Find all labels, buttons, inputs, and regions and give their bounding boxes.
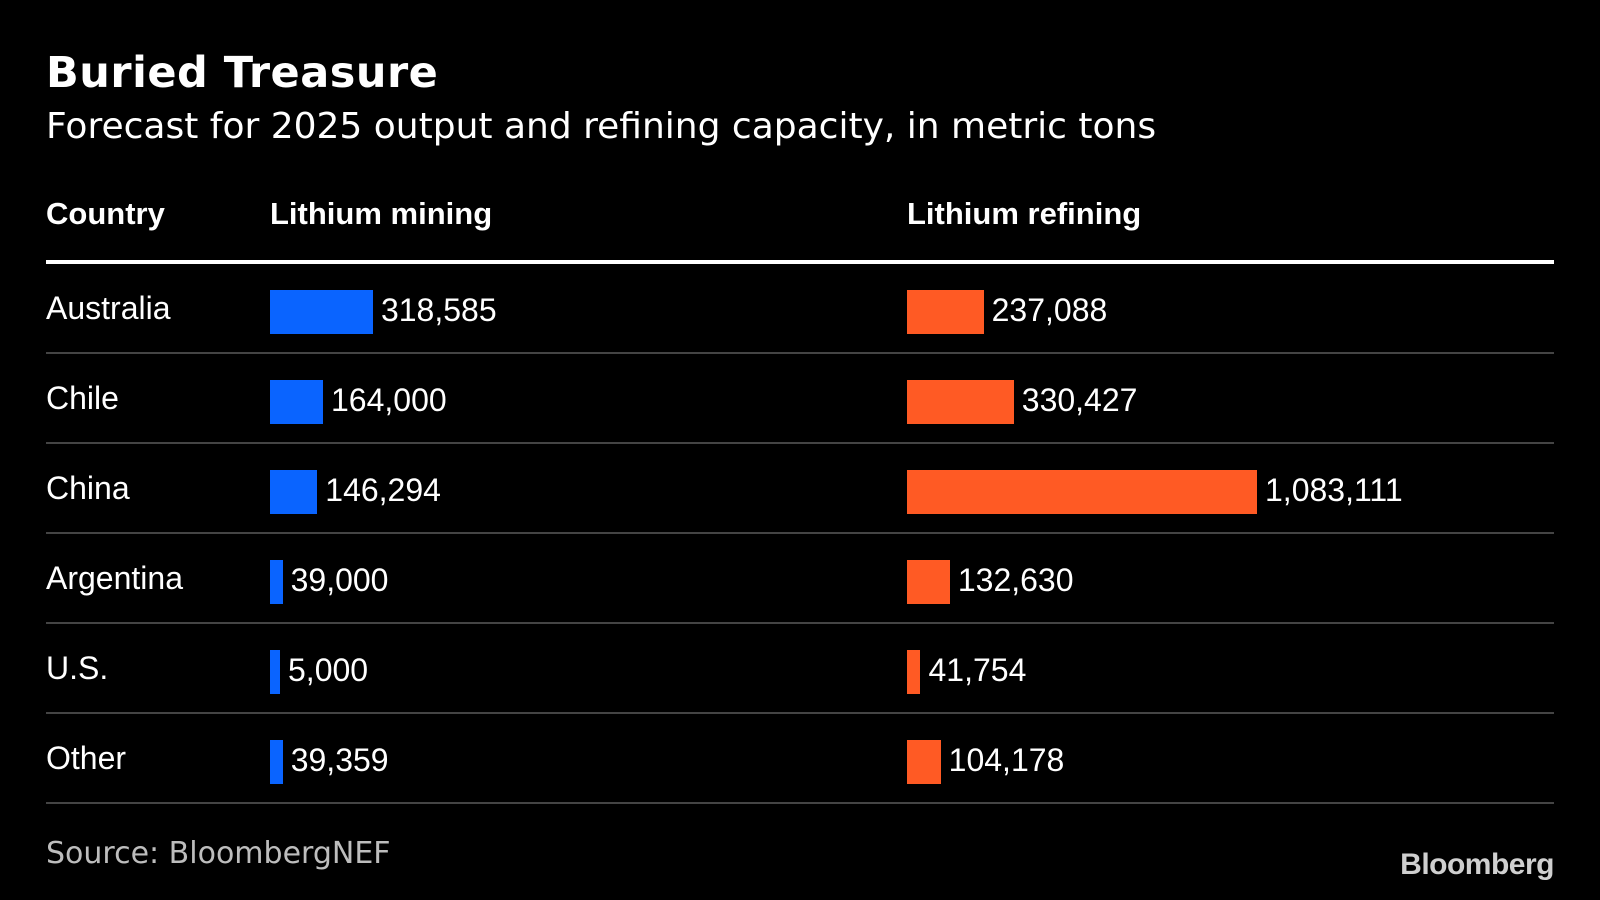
table-row: Other 39,359 104,178 — [46, 714, 1554, 804]
mining-bar — [270, 560, 283, 604]
mining-value-label: 39,000 — [290, 562, 389, 598]
column-header-refining: Lithium refining — [907, 196, 1142, 231]
bloomberg-logo: Bloomberg — [1400, 848, 1554, 881]
mining-value-label: 39,359 — [290, 742, 389, 778]
country-label: China — [46, 470, 130, 506]
refining-value-label: 104,178 — [948, 742, 1065, 778]
country-label: Other — [46, 740, 127, 776]
mining-bar — [270, 290, 373, 334]
refining-value-label: 132,630 — [957, 562, 1074, 598]
mining-bar — [270, 470, 318, 514]
refining-value-label: 1,083,111 — [1265, 472, 1403, 508]
refining-value-label: 330,427 — [1021, 382, 1138, 418]
mining-bar — [270, 650, 280, 694]
mining-value-label: 318,585 — [380, 292, 497, 328]
refining-bar — [907, 560, 950, 604]
refining-bar — [907, 740, 941, 784]
source-note: Source: BloombergNEF — [46, 836, 391, 871]
table-row: China 146,294 1,083,111 — [46, 444, 1554, 534]
table-row: Australia 318,585 237,088 — [46, 264, 1554, 354]
country-label: U.S. — [46, 650, 109, 686]
country-label: Chile — [46, 380, 119, 416]
refining-value-label: 41,754 — [928, 652, 1027, 688]
header-divider — [46, 260, 1554, 264]
table-row: Chile 164,000 330,427 — [46, 354, 1554, 444]
mining-value-label: 146,294 — [325, 472, 441, 508]
table-row: U.S. 5,000 41,754 — [46, 624, 1554, 714]
refining-bar — [907, 380, 1014, 424]
chart-subtitle: Forecast for 2025 output and refining ca… — [46, 106, 1157, 147]
mining-value-label: 164,000 — [330, 382, 447, 418]
column-header-mining: Lithium mining — [270, 196, 493, 231]
column-header-country: Country — [46, 196, 165, 231]
refining-bar — [907, 470, 1257, 514]
mining-value-label: 5,000 — [288, 652, 369, 688]
mining-bar — [270, 380, 323, 424]
table-row: Argentina 39,000 132,630 — [46, 534, 1554, 624]
refining-bar — [907, 650, 921, 694]
refining-bar — [907, 290, 984, 334]
mining-bar — [270, 740, 283, 784]
refining-value-label: 237,088 — [991, 292, 1108, 328]
chart-title: Buried Treasure — [46, 48, 439, 98]
country-label: Australia — [46, 290, 171, 326]
country-label: Argentina — [46, 560, 183, 596]
